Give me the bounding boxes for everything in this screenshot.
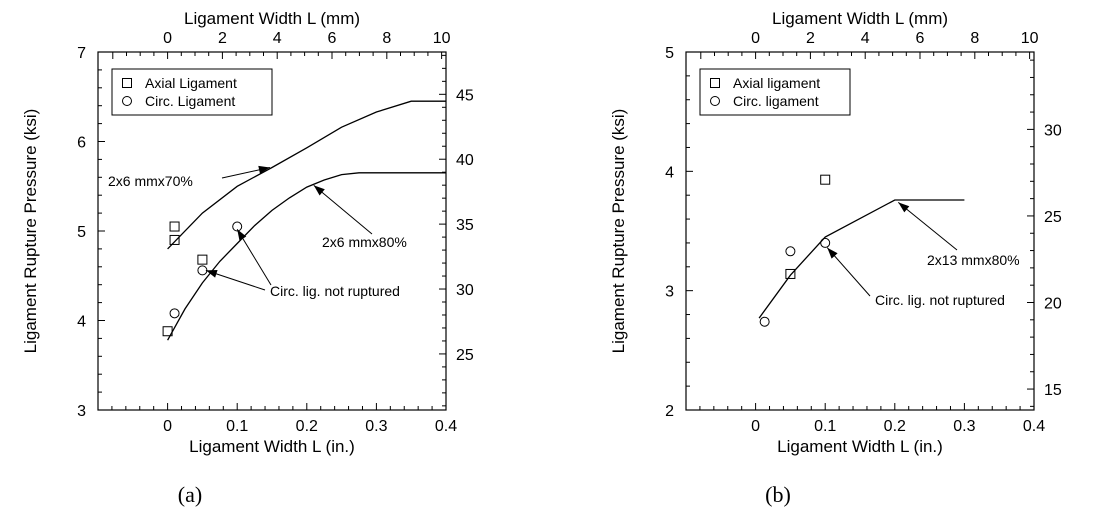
x2-tick-label: 0 bbox=[163, 30, 172, 47]
x-tick-label: 0.4 bbox=[435, 418, 457, 435]
y2-tick-label: 30 bbox=[456, 282, 474, 299]
data-point-square bbox=[169, 221, 180, 232]
y2-tick-label: 40 bbox=[456, 152, 474, 169]
y2-tick-label: 25 bbox=[456, 347, 474, 364]
data-point-square bbox=[169, 234, 180, 245]
annotation-arrowhead bbox=[237, 229, 247, 241]
x2-tick-label: 2 bbox=[218, 30, 227, 47]
legend-label: Axial Ligament bbox=[145, 75, 237, 91]
x2-tick-label: 10 bbox=[433, 30, 451, 47]
y-axis-title: Ligament Rupture Pressure (ksi) bbox=[609, 109, 628, 354]
y2-tick-label: 20 bbox=[1044, 295, 1062, 312]
annotation-arrowhead bbox=[827, 247, 838, 259]
series-line bbox=[758, 199, 965, 319]
y-tick-label: 4 bbox=[77, 314, 86, 331]
y-tick-label: 3 bbox=[665, 284, 674, 301]
annotation-arrowhead bbox=[258, 165, 270, 174]
legend-marker-square bbox=[122, 78, 132, 88]
x2-tick-label: 4 bbox=[273, 30, 282, 47]
data-point-circle bbox=[197, 265, 208, 276]
legend-label: Circ. Ligament bbox=[145, 93, 235, 109]
x2-tick-label: 8 bbox=[970, 30, 979, 47]
x2-tick-label: 8 bbox=[382, 30, 391, 47]
annotation-arrow-line bbox=[313, 184, 373, 235]
x2-tick-label: 6 bbox=[916, 30, 925, 47]
y-tick-label: 3 bbox=[77, 403, 86, 420]
legend-marker-circle bbox=[122, 96, 132, 106]
x2-tick-label: 2 bbox=[806, 30, 815, 47]
data-point-circle bbox=[169, 308, 180, 319]
data-point-square bbox=[820, 174, 831, 185]
y2-tick-label: 35 bbox=[456, 217, 474, 234]
x-tick-label: 0.4 bbox=[1023, 418, 1045, 435]
annotation-arrowhead bbox=[898, 202, 910, 213]
x2-axis-title: Ligament Width L (mm) bbox=[184, 9, 360, 28]
y-tick-label: 5 bbox=[665, 45, 674, 62]
x2-tick-label: 10 bbox=[1021, 30, 1039, 47]
annotation-arrow-line bbox=[897, 201, 958, 251]
x-tick-label: 0.2 bbox=[884, 418, 906, 435]
x-tick-label: 0.3 bbox=[953, 418, 975, 435]
annotation-label: 2x13 mmx80% bbox=[927, 252, 1020, 268]
data-point-circle bbox=[785, 246, 796, 257]
data-point-circle bbox=[759, 316, 770, 327]
x2-tick-label: 4 bbox=[861, 30, 870, 47]
annotation-label: Circ. lig. not ruptured bbox=[270, 283, 400, 299]
panel-a: 0 0.1 0.2 0.3 0.40 2 4 6 8 10345672530354045Ligam… bbox=[21, 9, 474, 507]
annotation-label: 2x6 mmx70% bbox=[108, 173, 193, 189]
plot-frame bbox=[685, 51, 1035, 411]
y-tick-label: 4 bbox=[665, 164, 674, 181]
y2-tick-label: 45 bbox=[456, 87, 474, 104]
data-point-square bbox=[197, 254, 208, 265]
annotation-label: 2x6 mmx80% bbox=[322, 234, 407, 250]
x-axis-title: Ligament Width L (in.) bbox=[189, 437, 355, 456]
x-tick-label: 0.1 bbox=[226, 418, 248, 435]
annotation-arrowhead bbox=[313, 185, 325, 196]
y-tick-label: 2 bbox=[665, 403, 674, 420]
x-tick-label: 0 bbox=[751, 418, 760, 435]
y2-tick-label: 15 bbox=[1044, 382, 1062, 399]
x2-tick-label: 0 bbox=[751, 30, 760, 47]
legend-label: Circ. ligament bbox=[733, 93, 819, 109]
series-line bbox=[167, 100, 446, 250]
x2-tick-label: 6 bbox=[328, 30, 337, 47]
x2-axis-title: Ligament Width L (mm) bbox=[772, 9, 948, 28]
legend-label: Axial ligament bbox=[733, 75, 820, 91]
y-axis-title: Ligament Rupture Pressure (ksi) bbox=[21, 109, 40, 354]
y-tick-label: 6 bbox=[77, 135, 86, 152]
data-point-square bbox=[785, 268, 796, 279]
panel-b: 0 0.1 0.2 0.3 0.4 0 2 4 6 8 10 2 3 4 5 15 20 25 30 Ligament… bbox=[609, 9, 1062, 507]
x-tick-label: 0.1 bbox=[814, 418, 836, 435]
x-tick-label: 0.3 bbox=[365, 418, 387, 435]
data-point-circle bbox=[232, 221, 243, 232]
annotation-arrowhead bbox=[205, 270, 218, 278]
y2-tick-label: 25 bbox=[1044, 209, 1062, 226]
legend-box bbox=[111, 68, 273, 116]
data-point-circle bbox=[820, 237, 831, 248]
x-axis-title: Ligament Width L (in.) bbox=[777, 437, 943, 456]
x-tick-label: 0 bbox=[163, 418, 172, 435]
legend-box bbox=[699, 68, 851, 116]
x-tick-label: 0.2 bbox=[296, 418, 318, 435]
panel-label: (b) bbox=[765, 482, 791, 507]
annotation-label: Circ. lig. not ruptured bbox=[875, 292, 1005, 308]
legend-marker-square bbox=[710, 78, 720, 88]
y2-tick-label: 30 bbox=[1044, 122, 1062, 139]
series-line bbox=[167, 172, 446, 341]
panel-label: (a) bbox=[178, 482, 202, 507]
y-tick-label: 7 bbox=[77, 45, 86, 62]
legend-marker-circle bbox=[710, 96, 720, 106]
y-tick-label: 5 bbox=[77, 224, 86, 241]
